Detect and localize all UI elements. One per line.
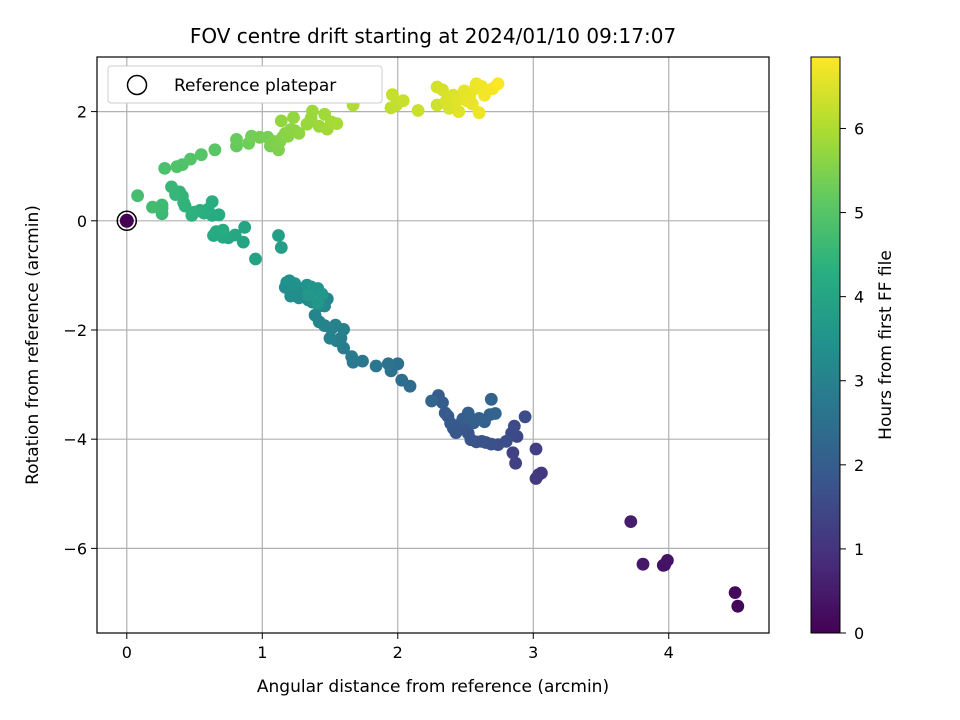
reference-point-ring <box>116 210 138 232</box>
y-tick-label: 0 <box>77 212 87 231</box>
data-point <box>205 195 219 209</box>
data-point <box>194 148 208 162</box>
data-point <box>518 410 532 424</box>
data-point <box>131 189 145 203</box>
data-point <box>185 208 199 222</box>
data-point <box>216 223 230 237</box>
colorbar-tick-label: 4 <box>854 288 864 307</box>
x-tick-label: 2 <box>393 643 403 662</box>
data-point <box>369 359 383 373</box>
plot-frame <box>96 56 770 634</box>
legend: Reference platepar <box>107 65 383 104</box>
colorbar-label: Hours from first FF file <box>876 250 896 440</box>
data-point <box>396 94 410 108</box>
y-tick-label: −4 <box>63 430 87 449</box>
data-point <box>452 105 466 118</box>
data-point <box>661 554 674 567</box>
x-tick-label: 0 <box>122 643 132 662</box>
y-axis-label: Rotation from reference (arcmin) <box>23 205 43 485</box>
data-point <box>411 104 425 117</box>
colorbar <box>810 56 841 634</box>
x-tick-label: 1 <box>257 643 267 662</box>
data-point <box>274 114 288 128</box>
y-axis-ticks: −6 −4 −2 0 2 <box>63 103 97 558</box>
data-point <box>311 296 325 310</box>
data-point <box>465 97 479 111</box>
data-point <box>425 394 438 408</box>
chart-title: FOV centre drift starting at 2024/01/10 … <box>190 24 676 48</box>
data-point <box>491 77 505 91</box>
colorbar-ticks: 0 1 2 3 4 5 6 <box>840 119 864 643</box>
data-point <box>731 599 745 613</box>
data-point <box>624 515 638 528</box>
legend-label-reference: Reference platepar <box>174 76 336 96</box>
x-tick-label: 3 <box>528 643 538 662</box>
data-point <box>529 472 543 485</box>
data-point <box>158 162 172 175</box>
data-point <box>292 126 306 140</box>
data-point <box>395 373 409 387</box>
data-point <box>330 117 344 130</box>
data-point <box>728 586 742 599</box>
data-point <box>472 106 486 120</box>
data-point <box>438 406 452 420</box>
data-point <box>507 419 521 433</box>
data-point <box>165 180 178 194</box>
y-tick-label: −6 <box>63 539 87 558</box>
data-point <box>436 83 449 97</box>
data-point <box>184 152 197 166</box>
x-axis-label: Angular distance from reference (arcmin) <box>257 677 609 697</box>
data-point <box>461 406 475 420</box>
data-point <box>207 229 220 242</box>
x-axis-ticks: 0 1 2 3 4 <box>122 633 674 662</box>
data-point <box>287 111 300 124</box>
scatter-points <box>131 77 745 613</box>
data-point <box>345 350 359 364</box>
data-point <box>288 277 302 290</box>
legend-box <box>107 65 383 104</box>
data-point <box>430 98 444 112</box>
data-point <box>529 442 543 456</box>
data-point <box>272 229 285 242</box>
colorbar-tick-label: 6 <box>854 119 864 138</box>
data-point <box>306 104 319 118</box>
y-tick-label: −2 <box>63 321 87 340</box>
data-point <box>636 557 650 571</box>
data-point <box>208 143 222 157</box>
legend-marker-reference <box>126 74 148 96</box>
data-point <box>230 133 243 146</box>
reference-marker-group <box>116 210 138 232</box>
colorbar-tick-label: 3 <box>854 372 864 391</box>
data-point <box>484 392 498 406</box>
data-point <box>488 407 502 420</box>
colorbar-tick-label: 1 <box>854 540 864 559</box>
data-point <box>386 88 399 102</box>
x-tick-label: 4 <box>664 643 674 662</box>
data-point <box>302 288 315 302</box>
data-point <box>506 446 520 460</box>
data-point <box>509 456 522 470</box>
grid-lines <box>97 57 769 633</box>
data-point <box>238 220 252 234</box>
data-point <box>146 200 159 214</box>
data-point <box>274 241 288 254</box>
colorbar-tick-label: 5 <box>854 204 864 223</box>
reference-point-fill <box>119 213 134 228</box>
y-tick-label: 2 <box>77 103 87 122</box>
data-point <box>356 354 369 368</box>
colorbar-tick-label: 0 <box>854 624 864 643</box>
data-point <box>249 252 262 266</box>
data-point <box>381 357 395 371</box>
colorbar-tick-label: 2 <box>854 456 864 475</box>
